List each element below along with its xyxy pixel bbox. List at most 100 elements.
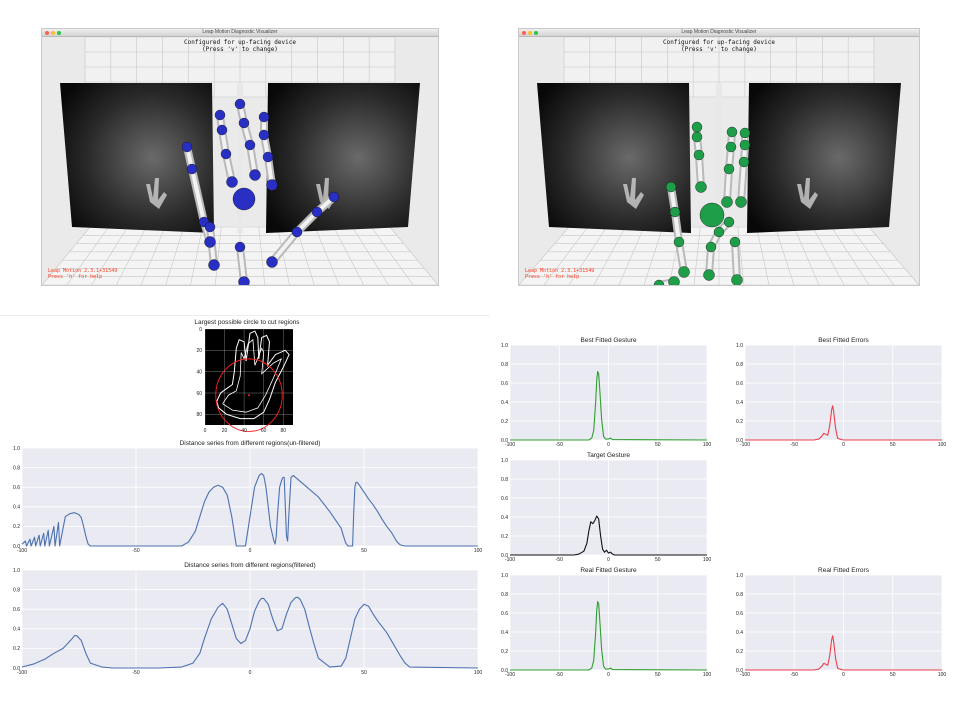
joint — [234, 98, 246, 110]
x-tick-label: 100 — [703, 672, 712, 678]
joint — [669, 206, 681, 218]
real-fitted-gesture-chart: Real Fitted Gesture -100 -50 0 50 100 0.0 0.2 0.… — [495, 565, 715, 681]
x-tick-label: 100 — [938, 672, 947, 678]
grid-line — [115, 226, 147, 285]
window-titlebar[interactable]: Leap Motion Diagnostic Visualizer — [519, 29, 919, 37]
grid-line — [693, 226, 701, 285]
y-tick-label: 0.4 — [736, 400, 743, 406]
y-tick-label: 1.0 — [13, 446, 20, 452]
x-tick-label: 100 — [703, 557, 712, 563]
joint — [232, 187, 256, 211]
bone-highlight — [733, 240, 739, 282]
y-tick-label: 0 — [199, 327, 202, 333]
y-tick-label: 1.0 — [13, 568, 20, 574]
minimize-button[interactable] — [51, 30, 55, 35]
config-line-2: (Press 'v' to change) — [202, 46, 278, 53]
window-titlebar[interactable]: Leap Motion Diagnostic Visualizer — [42, 29, 438, 37]
grid-line — [868, 226, 919, 285]
y-tick-label: 0.8 — [736, 362, 743, 368]
joint — [668, 276, 680, 285]
x-tick-label: -100 — [740, 672, 750, 678]
grid-line — [333, 226, 365, 285]
x-tick-label: 50 — [890, 442, 896, 448]
joint — [226, 176, 238, 188]
y-tick-label: 0.8 — [501, 362, 508, 368]
joint — [665, 181, 677, 193]
y-tick-label: 0.6 — [501, 611, 508, 617]
x-tick-label: 20 — [222, 428, 228, 434]
grid-line — [756, 226, 770, 285]
grid-line — [737, 226, 745, 285]
y-tick-label: 0.2 — [501, 419, 508, 425]
visualizer-window-left[interactable]: Leap Motion Diagnostic Visualizer Config… — [41, 28, 439, 286]
y-tick-label: 0.2 — [501, 649, 508, 655]
minimize-button[interactable] — [528, 30, 532, 35]
joint — [266, 179, 278, 191]
maximize-button[interactable] — [57, 30, 61, 35]
joint — [262, 151, 274, 163]
x-tick-label: 0 — [842, 672, 845, 678]
bone-highlight — [270, 230, 299, 264]
hand-inner-outline — [222, 338, 283, 413]
circle-center — [248, 394, 250, 397]
joint — [258, 129, 270, 141]
y-tick-label: 0.4 — [501, 515, 508, 521]
y-tick-label: 0.2 — [501, 534, 508, 540]
grid-line — [214, 226, 222, 285]
x-tick-label: 60 — [261, 428, 267, 434]
joint — [731, 274, 743, 285]
y-tick-label: 0.8 — [13, 465, 20, 471]
chart-title: Largest possible circle to cut regions — [194, 319, 300, 326]
joint — [713, 226, 725, 238]
joint — [739, 127, 751, 139]
config-line-1: Configured for up-facing device — [663, 39, 775, 46]
best-errors-chart-svg: Best Fitted Errors -100 -50 0 50 100 0.0 0.2 0.4… — [736, 337, 946, 448]
joint — [291, 226, 303, 238]
visualizer-window-right[interactable]: Leap Motion Diagnostic Visualizer Config… — [518, 28, 920, 286]
target-gesture-chart-svg: Target Gesture -100 -50 0 50 100 0.0 0.2 0.4 0.6 0… — [501, 452, 712, 563]
section-divider — [0, 315, 490, 316]
visualizer-scene — [519, 37, 919, 285]
y-tick-label: 0.8 — [736, 592, 743, 598]
joint — [678, 266, 690, 278]
close-button[interactable] — [522, 30, 526, 35]
config-line-2: (Press 'v' to change) — [681, 46, 757, 53]
joint — [723, 163, 735, 175]
joint — [693, 149, 705, 161]
x-tick-label: 40 — [241, 428, 247, 434]
version-info: Leap Motion 2.3.1+31549 Press 'h' for he… — [525, 268, 594, 280]
chart-title: Distance series from different regions(f… — [184, 562, 315, 569]
camera-image-left — [60, 83, 214, 233]
joint — [204, 236, 216, 248]
series-line — [510, 371, 708, 441]
y-tick-label: 0.2 — [13, 524, 20, 530]
bone-highlight — [238, 245, 246, 284]
x-tick-label: -50 — [132, 670, 139, 676]
circle-regions-chart: Largest possible circle to cut regions 0 2… — [175, 316, 305, 440]
y-tick-label: 1.0 — [501, 458, 508, 464]
y-tick-label: 0.2 — [13, 646, 20, 652]
joint — [699, 202, 725, 228]
x-tick-label: 0 — [607, 672, 610, 678]
x-tick-label: 50 — [655, 672, 661, 678]
y-tick-label: 40 — [196, 369, 202, 375]
joint — [729, 236, 741, 248]
series-line — [745, 405, 942, 441]
x-tick-label: 50 — [655, 442, 661, 448]
grid-line — [140, 226, 166, 285]
maximize-button[interactable] — [534, 30, 538, 35]
grid-line — [66, 226, 109, 285]
series-line — [745, 635, 942, 671]
x-tick-label: 100 — [703, 442, 712, 448]
x-tick-label: 50 — [655, 557, 661, 563]
x-tick-label: -50 — [556, 442, 563, 448]
version-line-2: Press 'h' for help — [525, 274, 580, 280]
close-button[interactable] — [45, 30, 49, 35]
x-tick-label: -100 — [505, 557, 515, 563]
x-tick-label: 100 — [474, 670, 483, 676]
joint — [738, 156, 750, 168]
grid-line — [371, 226, 414, 285]
x-tick-label: 50 — [361, 670, 367, 676]
chart-title: Best Fitted Gesture — [581, 337, 637, 344]
y-tick-label: 0.4 — [13, 505, 20, 511]
